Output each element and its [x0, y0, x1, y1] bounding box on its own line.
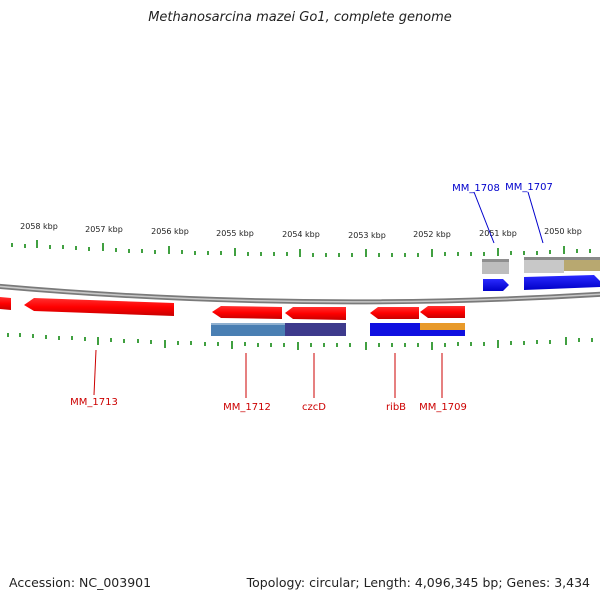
feature-czcd-box: [285, 323, 346, 336]
scale-label-2053: 2053 kbp: [348, 231, 386, 240]
label-mm1709: MM_1709: [419, 402, 467, 413]
gene-czcd-arrow: [285, 307, 346, 320]
genome-title: Methanosarcina mazei Go1, complete genom…: [148, 10, 452, 25]
accession-text: Accession: NC_003901: [9, 575, 152, 590]
scale-label-2050: 2050 kbp: [544, 227, 582, 236]
gene-ribb-arrow: [370, 307, 419, 319]
scale-label-2055: 2055 kbp: [216, 229, 254, 238]
gene-mm1707-arrow: [524, 275, 600, 290]
feature-grey-1707: [524, 260, 564, 273]
label-leaders: [93, 191, 544, 398]
scale-label-2051: 2051 kbp: [479, 229, 517, 238]
label-czcd: czcD: [302, 402, 326, 413]
feature-ribb-box: [370, 323, 420, 336]
scale-ticks-top: [11, 240, 591, 257]
label-mm1708: MM_1708: [452, 183, 500, 194]
scale-label-2058: 2058 kbp: [20, 222, 58, 231]
feature-grey-1708: [482, 261, 509, 274]
gene-mm1709-arrow: [420, 306, 465, 318]
genome-summary-text: Topology: circular; Length: 4,096,345 bp…: [246, 575, 590, 590]
feature-mm1709-box-bottom: [420, 330, 465, 336]
scale-label-2056: 2056 kbp: [151, 227, 189, 236]
label-mm1707: MM_1707: [505, 182, 553, 193]
gene-left-partial: [0, 297, 11, 310]
feature-tan-1707: [564, 257, 600, 271]
scale-labels: 2058 kbp 2057 kbp 2056 kbp 2055 kbp 2054…: [20, 222, 582, 240]
gene-mm1713-arrow: [24, 298, 174, 316]
label-mm1713: MM_1713: [70, 397, 118, 408]
scale-label-2054: 2054 kbp: [282, 230, 320, 239]
gene-labels: MM_1708 MM_1707 MM_1713 MM_1712 czcD rib…: [70, 182, 553, 413]
gene-mm1708-arrow: [483, 279, 509, 291]
forward-strand-features: [482, 257, 600, 291]
scale-label-2057: 2057 kbp: [85, 225, 123, 234]
reverse-strand-features: [0, 297, 465, 336]
scale-ticks-bottom: [7, 333, 593, 350]
gene-mm1712-arrow: [212, 306, 282, 319]
label-mm1712: MM_1712: [223, 402, 271, 413]
feature-mm1712-box: [211, 323, 285, 336]
label-ribb: ribB: [386, 402, 406, 413]
feature-mm1709-box-top: [420, 323, 465, 330]
scale-label-2052: 2052 kbp: [413, 230, 451, 239]
